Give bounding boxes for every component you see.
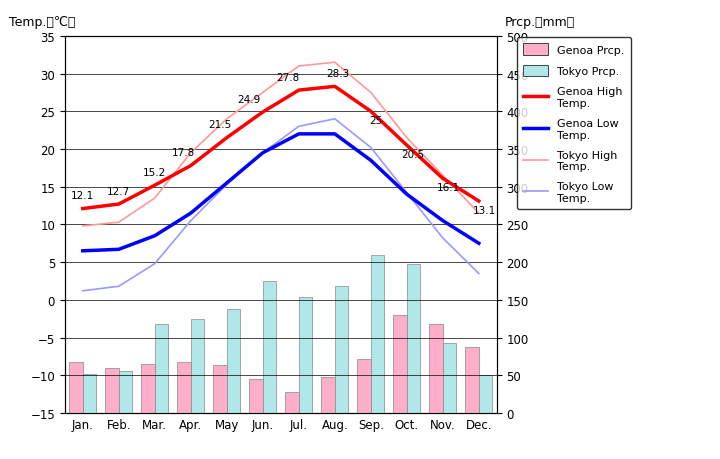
Bar: [465, 347, 479, 413]
Bar: [191, 319, 204, 413]
Text: 27.8: 27.8: [276, 73, 300, 83]
Bar: [263, 281, 276, 413]
Bar: [429, 324, 443, 413]
Legend: Genoa Prcp., Tokyo Prcp., Genoa High
Temp., Genoa Low
Temp., Tokyo High
Temp., T: Genoa Prcp., Tokyo Prcp., Genoa High Tem…: [517, 38, 631, 210]
Bar: [105, 368, 119, 413]
Text: 16.1: 16.1: [437, 183, 460, 193]
Bar: [393, 315, 407, 413]
Bar: [443, 343, 456, 413]
Bar: [335, 286, 348, 413]
Text: 21.5: 21.5: [208, 120, 232, 130]
Bar: [83, 374, 96, 413]
Bar: [321, 377, 335, 413]
Text: 28.3: 28.3: [326, 69, 349, 79]
Bar: [371, 255, 384, 413]
Text: 25: 25: [370, 116, 383, 126]
Text: 12.1: 12.1: [71, 191, 94, 201]
Bar: [119, 371, 132, 413]
Text: 24.9: 24.9: [238, 95, 261, 105]
Bar: [141, 364, 155, 413]
Bar: [285, 392, 299, 413]
Bar: [357, 359, 371, 413]
Text: 15.2: 15.2: [143, 168, 166, 178]
Text: 20.5: 20.5: [401, 150, 424, 160]
Bar: [249, 379, 263, 413]
Text: 17.8: 17.8: [172, 148, 196, 158]
Bar: [407, 264, 420, 413]
Bar: [155, 324, 168, 413]
Bar: [479, 375, 492, 413]
Bar: [299, 297, 312, 413]
Text: Temp.（℃）: Temp.（℃）: [9, 16, 75, 29]
Bar: [177, 362, 191, 413]
Bar: [213, 366, 227, 413]
Text: Prcp.（mm）: Prcp.（mm）: [504, 16, 575, 29]
Bar: [69, 362, 83, 413]
Text: 13.1: 13.1: [473, 206, 496, 215]
Bar: [227, 309, 240, 413]
Text: 12.7: 12.7: [107, 186, 130, 196]
